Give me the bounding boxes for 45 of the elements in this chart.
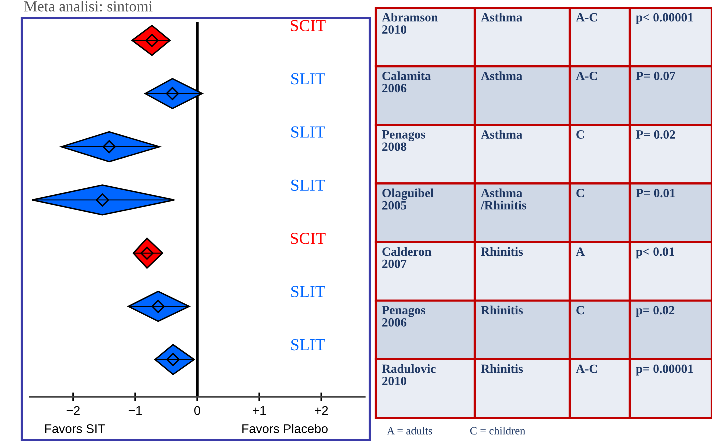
text: Favors SIT [45, 424, 106, 434]
text: Calderon 2007 [382, 247, 432, 268]
chart-title: Meta analisi: sintomi [24, 1, 153, 12]
y-tick-label: SLIT [292, 180, 326, 192]
text: Penagos 2008 [382, 130, 426, 152]
y-tick-label: SLIT [292, 126, 326, 138]
text: Rhinitis [481, 247, 524, 256]
text: C [576, 306, 584, 315]
text: p= 0.02 [636, 306, 675, 318]
text: Calamita 2006 [382, 72, 432, 93]
y-tick-label: SCIT [291, 233, 326, 244]
text: A = adults [387, 426, 432, 435]
text: P= 0.07 [636, 72, 676, 80]
text: A-C [576, 13, 598, 22]
x-tick-label: +1 [253, 406, 266, 416]
text: A [576, 248, 585, 256]
y-tick-label: SLIT [292, 339, 326, 351]
text: A-C [576, 364, 598, 374]
text: p< 0.00001 [636, 13, 694, 24]
x-tick-label: +2 [315, 406, 328, 416]
x-tick-label: −1 [128, 406, 142, 416]
text: Asthma [481, 13, 522, 22]
text: C [576, 130, 584, 139]
text: Asthma [481, 72, 522, 80]
text: p= 0.00001 [636, 364, 694, 376]
text: Penagos 2006 [382, 306, 426, 327]
text: Asthma /Rhinitis [480, 188, 527, 210]
y-tick-label: SLIT [292, 286, 326, 298]
text: p< 0.01 [636, 248, 674, 259]
text: Rhinitis [481, 306, 524, 315]
text: Rhinitis [481, 364, 524, 374]
text: C [576, 189, 584, 198]
text: A-C [576, 72, 598, 80]
y-tick-label: SCIT [291, 20, 326, 32]
text: Favors Placebo [242, 424, 328, 434]
x-tick-label: −2 [66, 406, 80, 416]
text: C = children [470, 426, 526, 435]
y-tick-label: SLIT [292, 73, 326, 85]
text: Abramson 2010 [382, 13, 438, 34]
x-tick-label: 0 [194, 406, 200, 416]
text: Radulovic 2010 [382, 364, 436, 386]
text: P= 0.01 [636, 189, 676, 198]
text: Olaguibel 2005 [382, 188, 434, 210]
text: P= 0.02 [636, 130, 676, 139]
text: Asthma [481, 130, 522, 139]
